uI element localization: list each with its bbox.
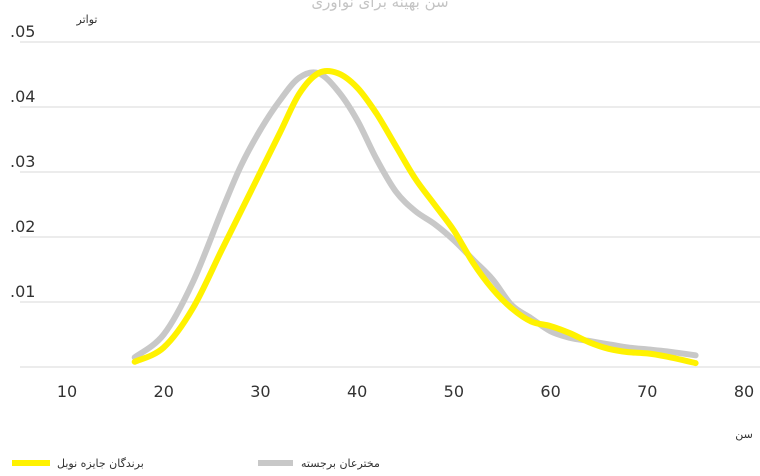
y-tick-label: .01 <box>10 282 35 301</box>
x-tick-label: 20 <box>154 382 174 401</box>
legend-label: برندگان جایزه نوبل <box>57 457 144 470</box>
series-line <box>131 67 699 367</box>
y-tick-label: .05 <box>10 22 35 41</box>
x-tick-label: 80 <box>734 382 754 401</box>
series-lines <box>131 67 699 367</box>
y-tick-label: .02 <box>10 217 35 236</box>
x-tick-label: 70 <box>637 382 657 401</box>
grid <box>20 41 760 368</box>
x-tick-label: 10 <box>57 382 77 401</box>
x-axis-label: سن <box>735 428 753 441</box>
y-tick-label: .04 <box>10 87 35 106</box>
x-tick-label: 60 <box>540 382 560 401</box>
chart-title: سن بهینه برای نوآوری <box>311 0 448 11</box>
x-tick-label: 30 <box>250 382 270 401</box>
legend-label: مخترعان برجسته <box>301 457 380 470</box>
y-tick-label: .03 <box>10 152 35 171</box>
series-line <box>131 69 699 361</box>
legend: برندگان جایزه نوبل مخترعان برجسته <box>12 457 380 470</box>
x-tick-label: 40 <box>347 382 367 401</box>
x-tick-label: 50 <box>444 382 464 401</box>
y-tick-labels: .01 .02 .03 .04 .05 <box>10 22 35 301</box>
y-axis-label: تواتر <box>76 13 98 26</box>
x-tick-labels: 10 20 30 40 50 60 70 80 <box>57 382 754 401</box>
